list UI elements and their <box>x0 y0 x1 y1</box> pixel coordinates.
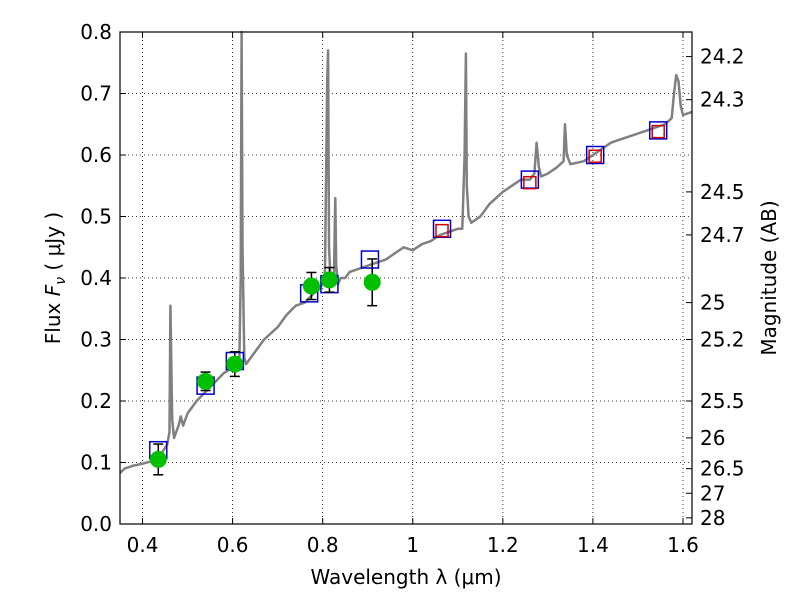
right-y-tick-label: 25 <box>700 291 725 315</box>
y-tick-label: 0.2 <box>80 389 112 413</box>
x-tick-label: 0.8 <box>307 533 339 557</box>
y-tick-label: 0.3 <box>80 328 112 352</box>
spectrum-layer <box>119 30 693 474</box>
right-y-tick-label: 24.2 <box>700 45 745 69</box>
x-tick-label: 1.4 <box>577 533 609 557</box>
observed-photometry-point <box>149 450 167 468</box>
observed-photometry-point <box>320 271 338 289</box>
y-tick-label: 0.0 <box>80 512 112 536</box>
y-axis-title: Flux Fν ( μJy ) <box>41 212 69 344</box>
y-tick-label: 0.5 <box>80 205 112 229</box>
right-y-tick-label: 24.3 <box>700 88 745 112</box>
model-photometry-square <box>360 250 380 269</box>
observed-photometry-point <box>226 355 244 373</box>
y-tick-label: 0.8 <box>80 20 112 44</box>
right-y-tick-label: 25.5 <box>700 389 745 413</box>
right-y-tick-label: 28 <box>700 506 725 530</box>
axis-ticks: 0.4 0.6 0.8 1 1.2 1.4 1.6 0.0 0.1 0.2 0.3 0.4 0.5 0.6… <box>80 20 744 557</box>
red-photometry-square <box>435 223 449 238</box>
y-tick-label: 0.1 <box>80 451 112 475</box>
observed-photometry-point <box>302 277 320 295</box>
photometry-layer <box>149 121 668 476</box>
right-y-tick-label: 27 <box>700 481 725 505</box>
right-y-tick-label: 26.5 <box>700 457 745 481</box>
right-y-axis-title: Magnitude (AB) <box>757 200 781 355</box>
right-y-tick-label: 25.2 <box>700 328 745 352</box>
y-tick-label: 0.7 <box>80 82 112 106</box>
spectrum-line <box>119 30 693 474</box>
x-tick-label: 0.6 <box>217 533 249 557</box>
right-y-tick-label: 26 <box>700 426 725 450</box>
red-photometry-square <box>651 124 665 139</box>
red-photometry-square <box>588 149 602 163</box>
grid <box>120 31 692 525</box>
x-tick-label: 1.6 <box>667 533 699 557</box>
plot-frame <box>119 31 693 525</box>
x-tick-label: 0.4 <box>127 533 159 557</box>
red-photometry-square <box>523 175 537 190</box>
model-photometry-square <box>648 121 668 140</box>
y-tick-label: 0.4 <box>80 266 112 290</box>
y-tick-label: 0.6 <box>80 143 112 167</box>
observed-photometry-point <box>363 273 381 291</box>
right-y-tick-label: 24.7 <box>700 223 745 247</box>
observed-photometry-point <box>197 372 215 390</box>
x-tick-label: 1 <box>406 533 419 557</box>
x-axis-title: Wavelength λ (μm) <box>310 565 501 589</box>
right-y-tick-label: 24.5 <box>700 180 745 204</box>
model-photometry-square <box>585 145 605 165</box>
x-tick-label: 1.2 <box>487 533 519 557</box>
